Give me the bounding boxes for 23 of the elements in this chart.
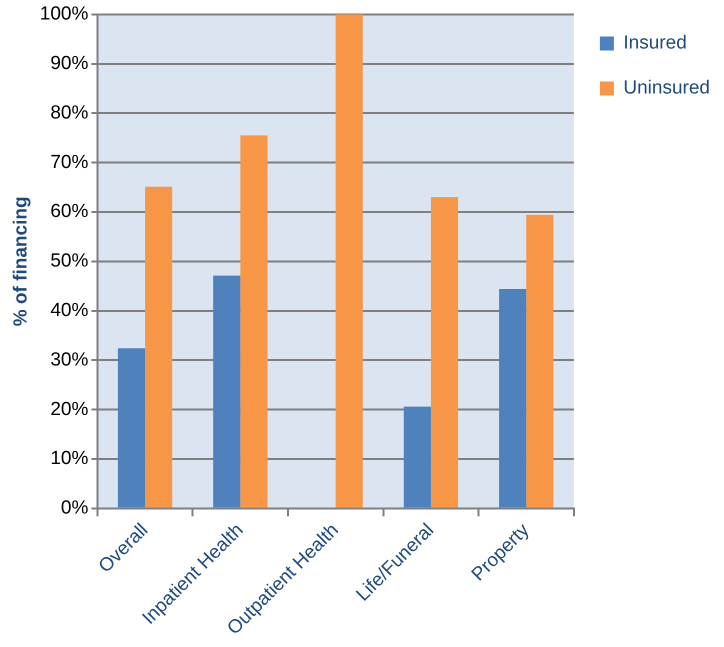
y-tick-label: 10% (50, 448, 88, 470)
bar (526, 214, 554, 508)
y-tick-label: 60% (50, 201, 88, 222)
y-tick-label: 40% (50, 300, 88, 321)
bar (499, 289, 526, 508)
y-tick-label: 30% (50, 349, 88, 370)
legend-label: Uninsured (623, 78, 710, 99)
y-tick-label: 90% (50, 53, 88, 74)
bar (336, 14, 363, 508)
bar (213, 276, 240, 508)
y-tick-label: 50% (50, 250, 88, 272)
y-axis-title: % of financing (10, 196, 32, 326)
y-tick-label: 0% (60, 498, 88, 519)
bar (430, 197, 458, 508)
y-tick-label: 80% (50, 102, 88, 124)
y-tick-label: 70% (50, 152, 88, 173)
legend-label: Insured (623, 32, 687, 54)
bar (240, 135, 268, 508)
bar (118, 348, 146, 508)
y-tick-label: 100% (40, 4, 88, 25)
bar (404, 406, 431, 508)
y-tick-label: 20% (50, 398, 88, 420)
bar (145, 186, 172, 508)
